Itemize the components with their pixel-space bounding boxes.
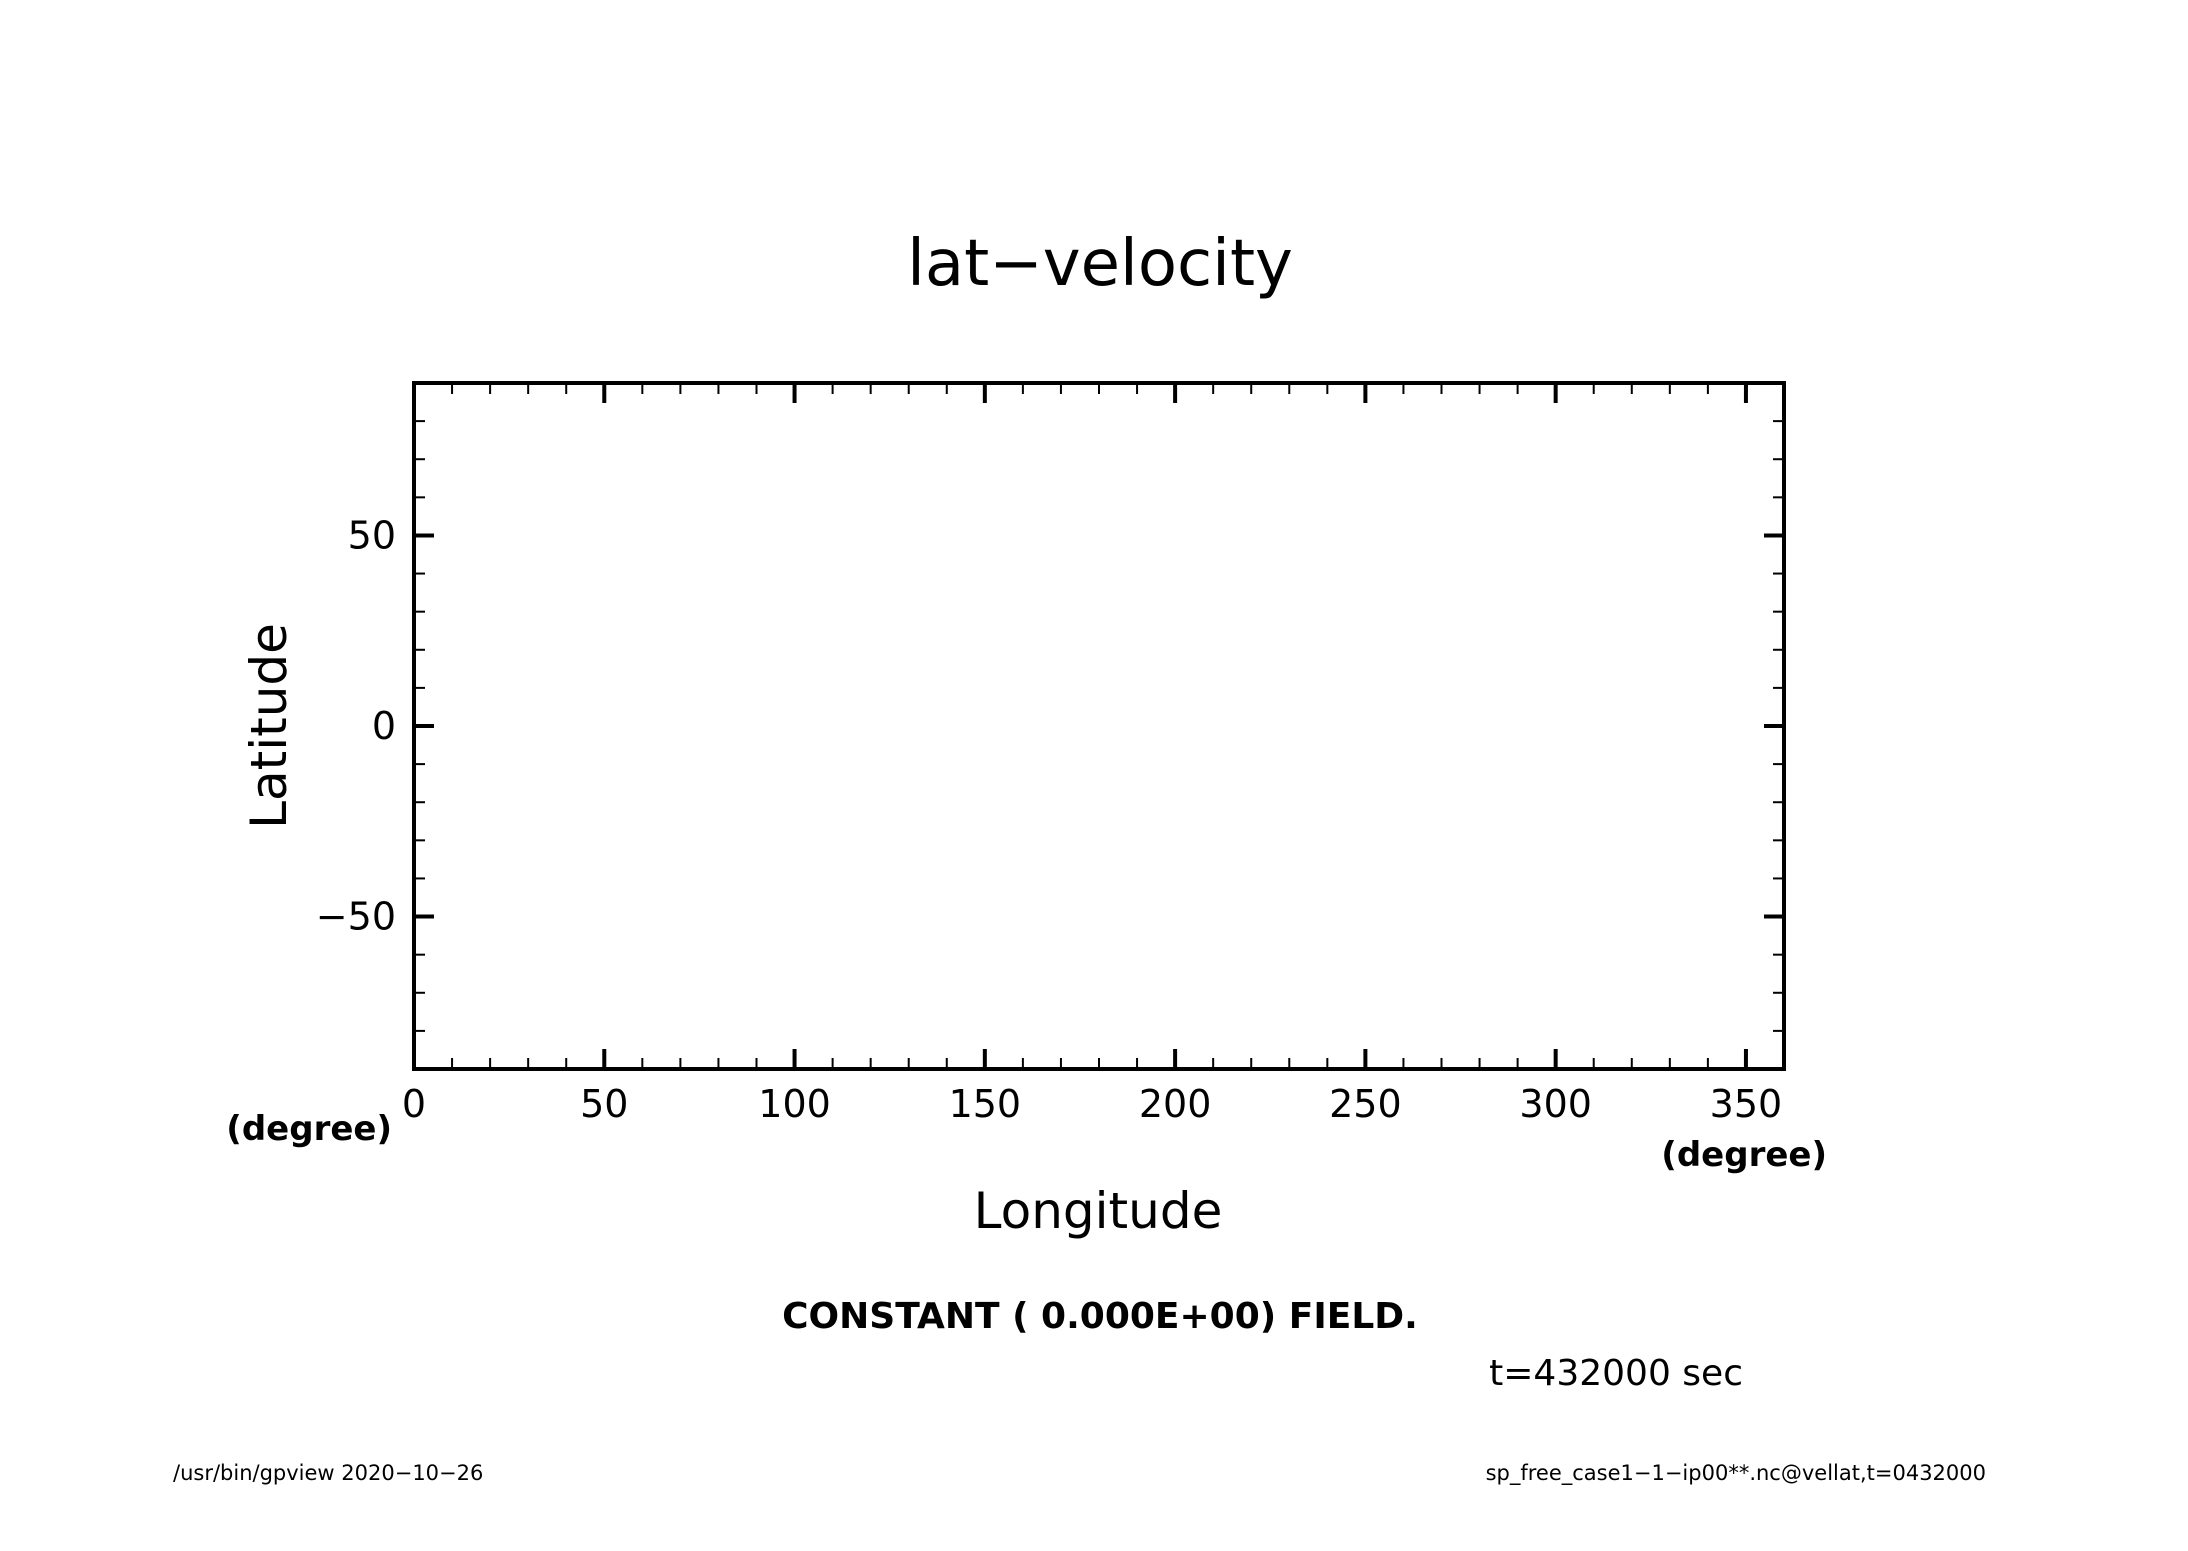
constant-field-note: CONSTANT ( 0.000E+00) FIELD.	[782, 1296, 1418, 1337]
y-tick-label: −50	[316, 895, 396, 939]
y-tick-label: 0	[372, 704, 396, 748]
y-axis-title: Latitude	[240, 623, 298, 829]
x-tick-label: 150	[949, 1082, 1022, 1126]
axis-ticks	[412, 382, 1785, 1070]
x-tick-label: 250	[1329, 1082, 1402, 1126]
x-axis-unit: (degree)	[1661, 1135, 1827, 1175]
y-axis-unit: (degree)	[226, 1109, 392, 1149]
x-tick-label: 350	[1710, 1082, 1783, 1126]
footer-source-file: sp_free_case1−1−ip00**.nc@vellat,t=04320…	[1486, 1461, 1986, 1486]
footer-program-date: /usr/bin/gpview 2020−10−26	[173, 1461, 483, 1485]
x-tick-label: 50	[580, 1082, 628, 1126]
x-axis-title: Longitude	[974, 1182, 1223, 1240]
axis-tick-labels: 0 50 100 150 200 250 300 350 −50 0 50	[316, 513, 1782, 1126]
x-tick-label: 0	[402, 1082, 426, 1126]
x-tick-label: 300	[1519, 1082, 1592, 1126]
x-tick-label: 200	[1139, 1082, 1212, 1126]
chart-title: lat−velocity	[907, 227, 1293, 301]
x-tick-label: 100	[758, 1082, 831, 1126]
plot-area-frame	[412, 381, 1786, 1071]
time-label: t=432000 sec	[1489, 1353, 1743, 1394]
y-tick-label: 50	[348, 513, 396, 557]
